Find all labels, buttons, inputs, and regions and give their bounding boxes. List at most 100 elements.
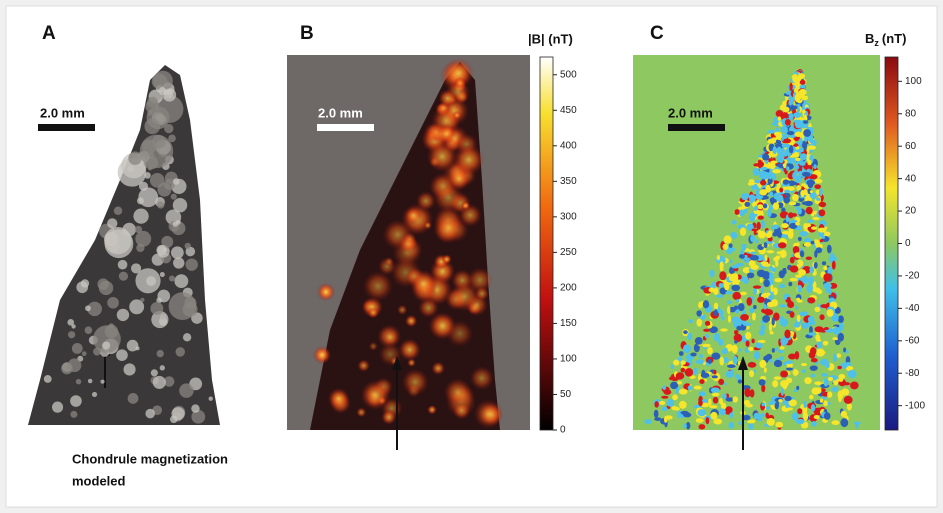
texture (719, 357, 724, 366)
texture (174, 274, 188, 288)
texture (730, 232, 737, 239)
panel-label: B (300, 23, 314, 44)
texture (156, 245, 167, 256)
texture (70, 411, 77, 418)
texture (740, 314, 749, 321)
texture (790, 278, 798, 282)
texture (784, 190, 790, 193)
texture (748, 347, 754, 351)
colorbar-tick-label: -20 (905, 271, 920, 282)
texture (170, 416, 178, 424)
colorbar-tick-label: 150 (560, 318, 577, 329)
texture (159, 87, 167, 95)
texture (317, 283, 335, 301)
texture (706, 417, 710, 424)
texture (833, 353, 837, 362)
texture (778, 116, 781, 121)
texture (841, 388, 849, 395)
texture (798, 237, 802, 241)
texture (70, 395, 82, 407)
texture (815, 387, 821, 394)
texture (850, 382, 859, 390)
texture (783, 138, 791, 143)
texture (405, 207, 422, 224)
texture (118, 260, 128, 270)
colorbar-tick-label: 40 (905, 173, 917, 184)
texture (718, 379, 724, 385)
texture (779, 284, 786, 288)
texture (363, 271, 393, 301)
colorbar-tick-label: 0 (560, 425, 566, 436)
texture (792, 412, 799, 420)
colorbar-tick-label: 100 (905, 76, 922, 87)
texture (811, 358, 818, 362)
texture (67, 319, 74, 326)
texture (759, 360, 766, 368)
texture (773, 287, 778, 295)
texture (811, 421, 816, 427)
texture (779, 188, 783, 193)
texture (808, 276, 814, 285)
texture (816, 339, 821, 342)
texture (782, 234, 787, 238)
texture (824, 327, 829, 330)
texture (780, 356, 784, 360)
texture (795, 149, 804, 152)
texture (709, 288, 716, 293)
texture (135, 231, 151, 247)
texture (762, 271, 770, 280)
texture (807, 297, 815, 303)
texture (840, 418, 848, 427)
texture (721, 349, 728, 354)
texture (749, 194, 755, 198)
texture (671, 406, 677, 410)
texture (809, 352, 816, 359)
texture (773, 257, 779, 262)
texture (822, 261, 826, 265)
texture (854, 421, 861, 424)
texture (356, 407, 366, 417)
texture (384, 257, 393, 266)
texture (787, 131, 795, 135)
texture (661, 396, 668, 399)
texture (802, 110, 806, 114)
texture (845, 350, 848, 353)
colorbar-tick-label: -60 (905, 335, 920, 346)
texture (191, 404, 199, 412)
texture (703, 300, 709, 308)
texture (696, 319, 702, 327)
texture (725, 291, 733, 294)
texture (173, 178, 180, 185)
texture (716, 294, 724, 297)
texture (813, 287, 821, 292)
texture (841, 411, 847, 417)
texture (738, 303, 745, 311)
texture (727, 306, 730, 314)
texture (795, 158, 801, 162)
texture (699, 379, 704, 384)
texture (767, 418, 775, 426)
texture (799, 231, 808, 236)
texture (820, 359, 828, 366)
texture (150, 302, 163, 315)
texture (670, 382, 678, 389)
texture (778, 399, 783, 403)
texture (786, 166, 789, 170)
texture (774, 278, 782, 282)
texture (719, 271, 726, 280)
texture (789, 113, 794, 120)
texture (811, 404, 815, 411)
texture (99, 281, 113, 295)
texture (823, 341, 829, 346)
texture (736, 326, 742, 331)
texture (738, 348, 741, 351)
texture (723, 244, 729, 250)
texture (784, 396, 792, 401)
texture (797, 260, 802, 264)
texture (798, 73, 805, 79)
scale-bar-label: 2.0 mm (318, 105, 363, 120)
texture (806, 284, 812, 293)
texture (128, 166, 134, 172)
texture (792, 74, 798, 83)
texture (183, 302, 198, 317)
